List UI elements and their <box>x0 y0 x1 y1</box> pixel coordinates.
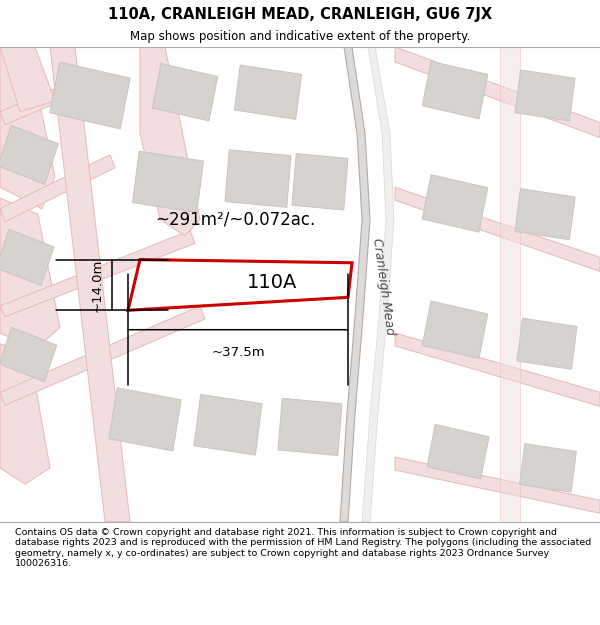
Text: Cranleigh Mead: Cranleigh Mead <box>370 237 396 336</box>
Polygon shape <box>422 301 488 358</box>
Polygon shape <box>395 188 600 271</box>
Polygon shape <box>422 175 488 232</box>
Polygon shape <box>235 65 302 119</box>
Polygon shape <box>0 198 60 349</box>
Polygon shape <box>0 125 58 184</box>
Polygon shape <box>0 328 57 382</box>
Text: ~14.0m: ~14.0m <box>91 258 104 312</box>
Polygon shape <box>515 189 575 240</box>
Polygon shape <box>152 64 218 121</box>
Text: ~291m²/~0.072ac.: ~291m²/~0.072ac. <box>155 211 315 229</box>
Polygon shape <box>395 47 600 138</box>
Text: ~37.5m: ~37.5m <box>211 346 265 359</box>
Polygon shape <box>50 62 130 129</box>
Polygon shape <box>0 229 54 286</box>
Polygon shape <box>395 333 600 406</box>
Polygon shape <box>515 70 575 121</box>
Polygon shape <box>517 318 577 369</box>
Polygon shape <box>128 259 352 310</box>
Polygon shape <box>520 444 577 492</box>
Polygon shape <box>427 424 489 479</box>
Polygon shape <box>0 306 205 405</box>
Polygon shape <box>500 47 520 522</box>
Text: Contains OS data © Crown copyright and database right 2021. This information is : Contains OS data © Crown copyright and d… <box>15 528 591 568</box>
Polygon shape <box>422 61 488 119</box>
Polygon shape <box>0 344 50 484</box>
Polygon shape <box>362 47 394 522</box>
Polygon shape <box>0 155 115 222</box>
Polygon shape <box>395 457 600 513</box>
Text: Map shows position and indicative extent of the property.: Map shows position and indicative extent… <box>130 30 470 43</box>
Polygon shape <box>278 398 342 456</box>
Polygon shape <box>292 154 348 210</box>
Text: 110A, CRANLEIGH MEAD, CRANLEIGH, GU6 7JX: 110A, CRANLEIGH MEAD, CRANLEIGH, GU6 7JX <box>108 6 492 21</box>
Polygon shape <box>340 47 370 522</box>
Polygon shape <box>0 47 55 209</box>
Polygon shape <box>50 47 130 522</box>
Polygon shape <box>225 150 291 208</box>
Polygon shape <box>0 231 195 317</box>
Polygon shape <box>133 151 203 213</box>
Polygon shape <box>0 74 95 124</box>
Polygon shape <box>194 394 262 455</box>
Polygon shape <box>140 47 200 236</box>
Text: 110A: 110A <box>247 273 297 292</box>
Polygon shape <box>109 388 181 451</box>
Polygon shape <box>0 47 55 112</box>
